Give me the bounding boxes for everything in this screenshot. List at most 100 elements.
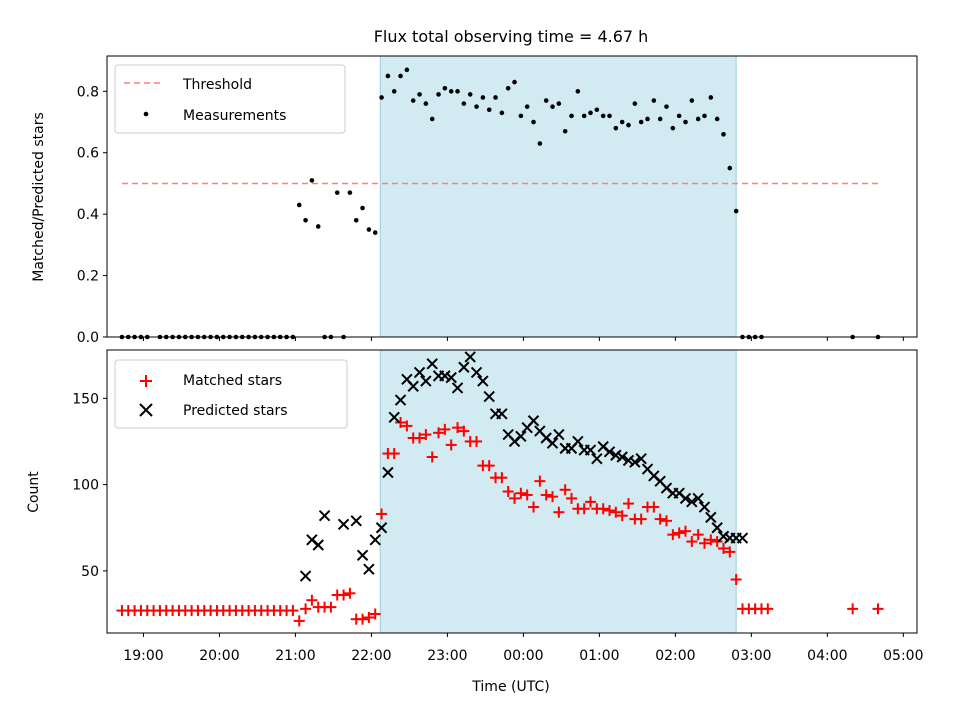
matched-star-point <box>388 448 400 460</box>
matched-star-point <box>847 603 859 615</box>
matched-star-point <box>585 496 597 508</box>
measurement-point <box>708 95 714 100</box>
measurement-point <box>448 89 454 94</box>
matched-star-point <box>483 460 495 472</box>
measurement-point <box>366 227 372 232</box>
measurement-point <box>404 67 410 73</box>
bottom-ytick-label: 100 <box>72 478 99 494</box>
xtick-label: 05:00 <box>883 648 923 664</box>
measurement-point <box>556 101 562 106</box>
predicted-star-point <box>584 444 597 456</box>
measurement-point <box>632 101 638 106</box>
predicted-star-point <box>692 492 704 505</box>
x-axis-label: Time (UTC) <box>471 679 549 695</box>
predicted-star-point <box>382 466 394 479</box>
chart-title: Flux total observing time = 4.67 h <box>374 27 649 46</box>
matched-star-point <box>597 503 609 515</box>
matched-star-point <box>471 435 483 447</box>
bottom-ytick-label: 150 <box>72 391 99 407</box>
measurement-point <box>645 116 650 122</box>
matched-star-point <box>616 510 628 522</box>
predicted-star-point <box>350 515 362 527</box>
measurement-point <box>486 107 492 113</box>
measurement-point <box>588 110 593 116</box>
matched-star-point <box>445 439 457 451</box>
matched-star-point <box>395 416 407 428</box>
measurement-point <box>442 85 448 91</box>
matched-star-point <box>357 613 369 625</box>
matched-star-point <box>724 546 736 558</box>
measurement-point <box>613 125 619 131</box>
measurement-point <box>379 95 384 100</box>
predicted-star-point <box>591 453 603 465</box>
matched-star-point <box>300 603 312 615</box>
predicted-star-point <box>451 382 464 394</box>
matched-star-point <box>540 489 552 501</box>
matched-star-point <box>604 504 616 516</box>
measurement-point <box>512 79 517 85</box>
matched-star-point <box>686 536 698 548</box>
matched-star-point <box>325 601 337 613</box>
predicted-star-point <box>356 549 369 562</box>
bottom-axes-frame <box>106 349 918 634</box>
top-axes-frame <box>106 55 918 338</box>
xtick-label: 22:00 <box>351 648 391 664</box>
xtick-label: 01:00 <box>579 648 619 664</box>
measurement-point <box>499 110 505 116</box>
matched-star-point <box>452 422 464 434</box>
measurement-point <box>714 116 720 122</box>
xtick-label: 03:00 <box>731 648 771 664</box>
xtick-label: 00:00 <box>503 648 543 664</box>
matched-star-point <box>420 429 432 441</box>
measurement-point <box>607 113 612 119</box>
matched-star-point <box>661 515 673 527</box>
predicted-star-point <box>635 453 647 465</box>
measurement-point <box>695 116 701 122</box>
matched-star-point <box>553 506 565 518</box>
predicted-star-point <box>299 570 312 582</box>
measurement-point <box>670 125 676 131</box>
matched-star-point <box>648 501 660 513</box>
top-legend: Threshold Measurements <box>114 64 346 134</box>
top-y-axis-label: Matched/Predicted stars <box>31 112 47 282</box>
matched-star-point <box>635 513 647 525</box>
xtick-label: 20:00 <box>199 648 239 664</box>
predicted-star-point <box>363 563 375 575</box>
measurement-point <box>683 119 688 125</box>
predicted-star-point <box>407 380 419 392</box>
measurement-point <box>524 104 530 109</box>
matched-star-point <box>439 423 451 435</box>
matched-star-point <box>363 611 375 623</box>
predicted-star-point <box>736 532 749 544</box>
matched-star-point <box>692 529 704 541</box>
top-ytick-label: 0.4 <box>77 207 99 223</box>
measurement-point <box>493 95 498 100</box>
predicted-star-point <box>553 428 565 441</box>
measurement-point <box>626 122 631 128</box>
measurement-point <box>385 73 391 79</box>
matched-star-point <box>344 587 356 599</box>
predicted-star-point <box>686 496 698 508</box>
legend-matched-label: Matched stars <box>183 373 282 389</box>
matched-star-point <box>679 525 691 537</box>
xtick-label: 04:00 <box>807 648 847 664</box>
matched-star-point <box>578 503 590 515</box>
measurement-point <box>651 98 657 103</box>
predicted-star-point <box>629 456 641 468</box>
legend-measurements-swatch <box>143 111 149 117</box>
predicted-star-point <box>572 435 584 448</box>
predicted-star-point <box>546 437 559 449</box>
predicted-star-point <box>711 522 723 534</box>
measurement-point <box>550 104 555 109</box>
predicted-star-point <box>420 375 432 387</box>
matched-star-point <box>502 486 514 497</box>
matched-star-point <box>610 506 622 518</box>
predicted-star-point <box>515 430 527 442</box>
measurement-point <box>303 218 308 223</box>
bottom-legend: Matched stars Predicted stars <box>114 359 348 429</box>
matched-star-point <box>426 451 438 463</box>
measurement-point <box>309 178 315 183</box>
predicted-star-point <box>413 366 426 379</box>
predicted-star-point <box>616 451 628 463</box>
bottom-panel: 50 100 150 19:00 20:00 21:00 22:00 23:00 00:00 0… <box>26 349 924 695</box>
